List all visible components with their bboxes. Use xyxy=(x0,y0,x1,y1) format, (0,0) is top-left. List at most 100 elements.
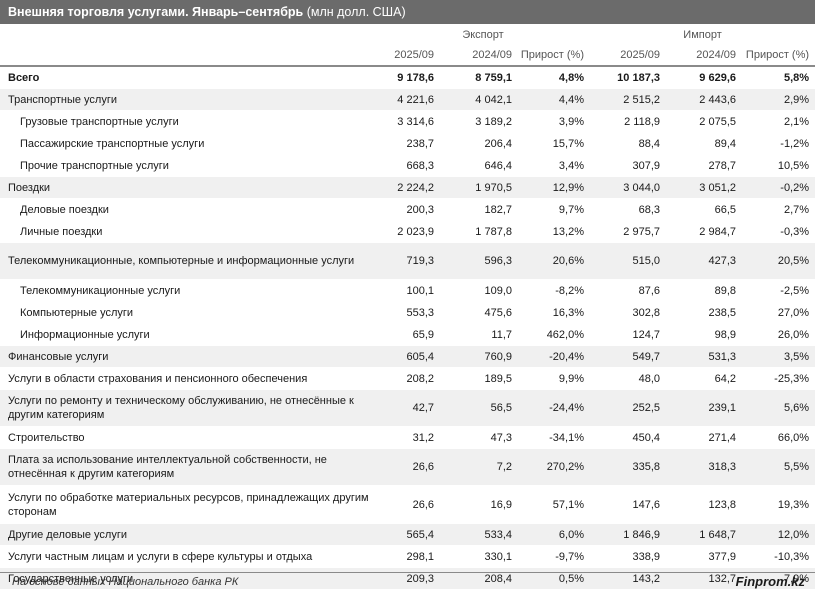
table-row: Услуги по ремонту и техническому обслужи… xyxy=(0,389,815,427)
brand-logo-text: Finprom.kz xyxy=(735,574,805,589)
import-2024-cell: 132,7 xyxy=(666,567,742,590)
table-row: Компьютерные услуги 553,3 475,6 16,3% 302,8 2… xyxy=(0,301,815,324)
export-2024-cell: 11,7 xyxy=(440,323,518,346)
export-2025-cell: 553,3 xyxy=(376,301,440,324)
import-2024-cell: 2 443,6 xyxy=(666,88,742,111)
export-2025-cell: 9 178,6 xyxy=(376,66,440,89)
import-group-header: Импорт xyxy=(683,28,722,41)
header-spacer xyxy=(0,24,376,45)
export-2025-cell: 668,3 xyxy=(376,154,440,177)
export-2024-cell: 475,6 xyxy=(440,301,518,324)
export-growth-cell: 12,9% xyxy=(518,176,590,199)
import-growth-cell: 66,0% xyxy=(742,426,815,449)
table-row: Государственные услуги 209,3 208,4 0,5% 143,… xyxy=(0,567,815,590)
import-2025-cell: 2 118,9 xyxy=(590,110,666,133)
import-growth-cell: 2,7% xyxy=(742,198,815,221)
export-2024-cell: 646,4 xyxy=(440,154,518,177)
group-header-row: Экспорт Импорт xyxy=(0,24,815,45)
import-2024-cell: 427,3 xyxy=(666,242,742,280)
export-2024-cell: 109,0 xyxy=(440,279,518,302)
table-row: Всего 9 178,6 8 759,1 4,8% 10 187,3 9 629,6 5,… xyxy=(0,66,815,89)
import-growth-cell: 5,8% xyxy=(742,66,815,89)
row-label: Деловые поездки xyxy=(0,198,376,221)
export-2024-cell: 3 189,2 xyxy=(440,110,518,133)
row-label: Плата за использование интеллектуальной … xyxy=(0,448,376,486)
import-2025-cell: 3 044,0 xyxy=(590,176,666,199)
import-2024-cell: 2 984,7 xyxy=(666,220,742,243)
import-growth-cell: 27,0% xyxy=(742,301,815,324)
export-group-header: Экспорт xyxy=(462,28,504,41)
import-2025-cell: 1 846,9 xyxy=(590,523,666,546)
row-label: Услуги частным лицам и услуги в сфере ку… xyxy=(0,545,376,568)
import-growth-cell: 5,6% xyxy=(742,389,815,427)
import-growth-cell: 19,3% xyxy=(742,485,815,524)
import-growth-cell: -10,3% xyxy=(742,545,815,568)
export-2024-cell: 8 759,1 xyxy=(440,66,518,89)
import-growth-cell: 2,9% xyxy=(742,88,815,111)
export-2025-cell: 31,2 xyxy=(376,426,440,449)
import-2025-cell: 335,8 xyxy=(590,448,666,486)
export-growth-cell: -20,4% xyxy=(518,345,590,368)
table-row: Транспортные услуги 4 221,6 4 042,1 4,4% 2 5… xyxy=(0,88,815,111)
import-growth-cell: 5,5% xyxy=(742,448,815,486)
table-row: Личные поездки 2 023,9 1 787,8 13,2% 2 975,7… xyxy=(0,220,815,243)
table-row: Телекоммуникационные, компьютерные и инф… xyxy=(0,242,815,280)
row-label: Личные поездки xyxy=(0,220,376,243)
import-growth-cell: 10,5% xyxy=(742,154,815,177)
export-2024-cell: 1 787,8 xyxy=(440,220,518,243)
export-2024-cell: 16,9 xyxy=(440,485,518,524)
import-2025-cell: 450,4 xyxy=(590,426,666,449)
export-growth-cell: 4,4% xyxy=(518,88,590,111)
table-title: Внешняя торговля услугами. Январь–сентяб… xyxy=(0,0,815,24)
export-growth-cell: 270,2% xyxy=(518,448,590,486)
import-2025-cell: 124,7 xyxy=(590,323,666,346)
export-2025-cell: 26,6 xyxy=(376,485,440,524)
import-growth-cell: 20,5% xyxy=(742,242,815,280)
export-growth-cell: 3,9% xyxy=(518,110,590,133)
import-growth-header: Прирост (%) xyxy=(742,45,815,67)
export-2025-cell: 565,4 xyxy=(376,523,440,546)
import-2025-cell: 2 515,2 xyxy=(590,88,666,111)
import-2024-cell: 239,1 xyxy=(666,389,742,427)
label-column-header xyxy=(0,45,376,67)
table-title-main: Внешняя торговля услугами. Январь–сентяб… xyxy=(8,5,304,19)
import-2024-cell: 2 075,5 xyxy=(666,110,742,133)
services-trade-table: Экспорт Импорт 2025/09 2024/09 Прирост (… xyxy=(0,24,815,590)
row-label: Информационные услуги xyxy=(0,323,376,346)
import-growth-cell: 12,0% xyxy=(742,523,815,546)
table-row: Поездки 2 224,2 1 970,5 12,9% 3 044,0 3 051,2… xyxy=(0,176,815,199)
export-2024-cell: 4 042,1 xyxy=(440,88,518,111)
import-2025-cell: 252,5 xyxy=(590,389,666,427)
export-2025-cell: 208,2 xyxy=(376,367,440,390)
table-row: Прочие транспортные услуги 668,3 646,4 3,4%… xyxy=(0,154,815,177)
export-2025-cell: 4 221,6 xyxy=(376,88,440,111)
import-2024-cell: 123,8 xyxy=(666,485,742,524)
export-2024-cell: 189,5 xyxy=(440,367,518,390)
import-2025-cell: 515,0 xyxy=(590,242,666,280)
table-row: Строительство 31,2 47,3 -34,1% 450,4 271,4 66,… xyxy=(0,426,815,449)
export-2025-cell: 298,1 xyxy=(376,545,440,568)
export-2025-cell: 719,3 xyxy=(376,242,440,280)
import-2024-cell: 278,7 xyxy=(666,154,742,177)
export-2025-cell: 200,3 xyxy=(376,198,440,221)
row-label: Грузовые транспортные услуги xyxy=(0,110,376,133)
export-2025-cell: 42,7 xyxy=(376,389,440,427)
import-2025-cell: 307,9 xyxy=(590,154,666,177)
import-2025-cell: 68,3 xyxy=(590,198,666,221)
import-2024-header: 2024/09 xyxy=(666,45,742,67)
import-2025-cell: 147,6 xyxy=(590,485,666,524)
export-growth-cell: 15,7% xyxy=(518,132,590,155)
row-label: Финансовые услуги xyxy=(0,345,376,368)
row-label: Поездки xyxy=(0,176,376,199)
import-2025-cell: 302,8 xyxy=(590,301,666,324)
import-2024-cell: 531,3 xyxy=(666,345,742,368)
import-2024-cell: 377,9 xyxy=(666,545,742,568)
export-2024-cell: 206,4 xyxy=(440,132,518,155)
import-growth-cell: -0,2% xyxy=(742,176,815,199)
export-2025-cell: 26,6 xyxy=(376,448,440,486)
row-label: Строительство xyxy=(0,426,376,449)
export-growth-cell: 6,0% xyxy=(518,523,590,546)
table-row: Информационные услуги 65,9 11,7 462,0% 124,7… xyxy=(0,323,815,346)
row-label: Пассажирские транспортные услуги xyxy=(0,132,376,155)
export-2024-cell: 56,5 xyxy=(440,389,518,427)
